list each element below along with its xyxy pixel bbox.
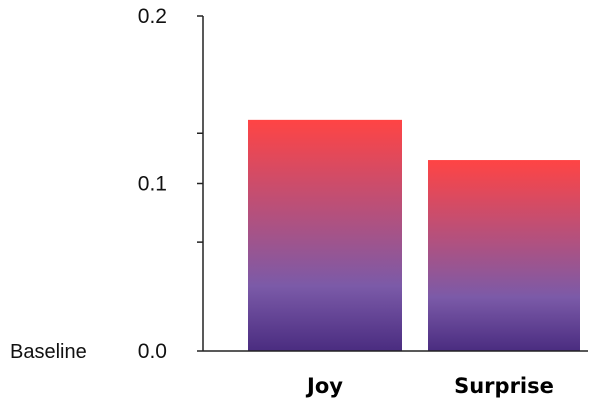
bar-joy <box>248 119 402 351</box>
y-tick-label-0.0: 0.0 <box>138 340 167 363</box>
tick-labels: 0.0 0.1 0.2 <box>138 5 167 363</box>
y-tick-label-0.2: 0.2 <box>138 5 167 28</box>
axes-group: 0.0 0.1 0.2 <box>138 5 588 363</box>
category-label-surprise: Surprise <box>454 374 554 398</box>
bars-group <box>248 119 580 351</box>
baseline-label: Baseline <box>10 341 87 363</box>
tick-marks <box>197 15 203 352</box>
bar-surprise <box>428 160 580 351</box>
y-tick-label-0.1: 0.1 <box>138 173 167 196</box>
category-labels: Joy Surprise <box>305 374 554 398</box>
category-label-joy: Joy <box>305 374 343 398</box>
